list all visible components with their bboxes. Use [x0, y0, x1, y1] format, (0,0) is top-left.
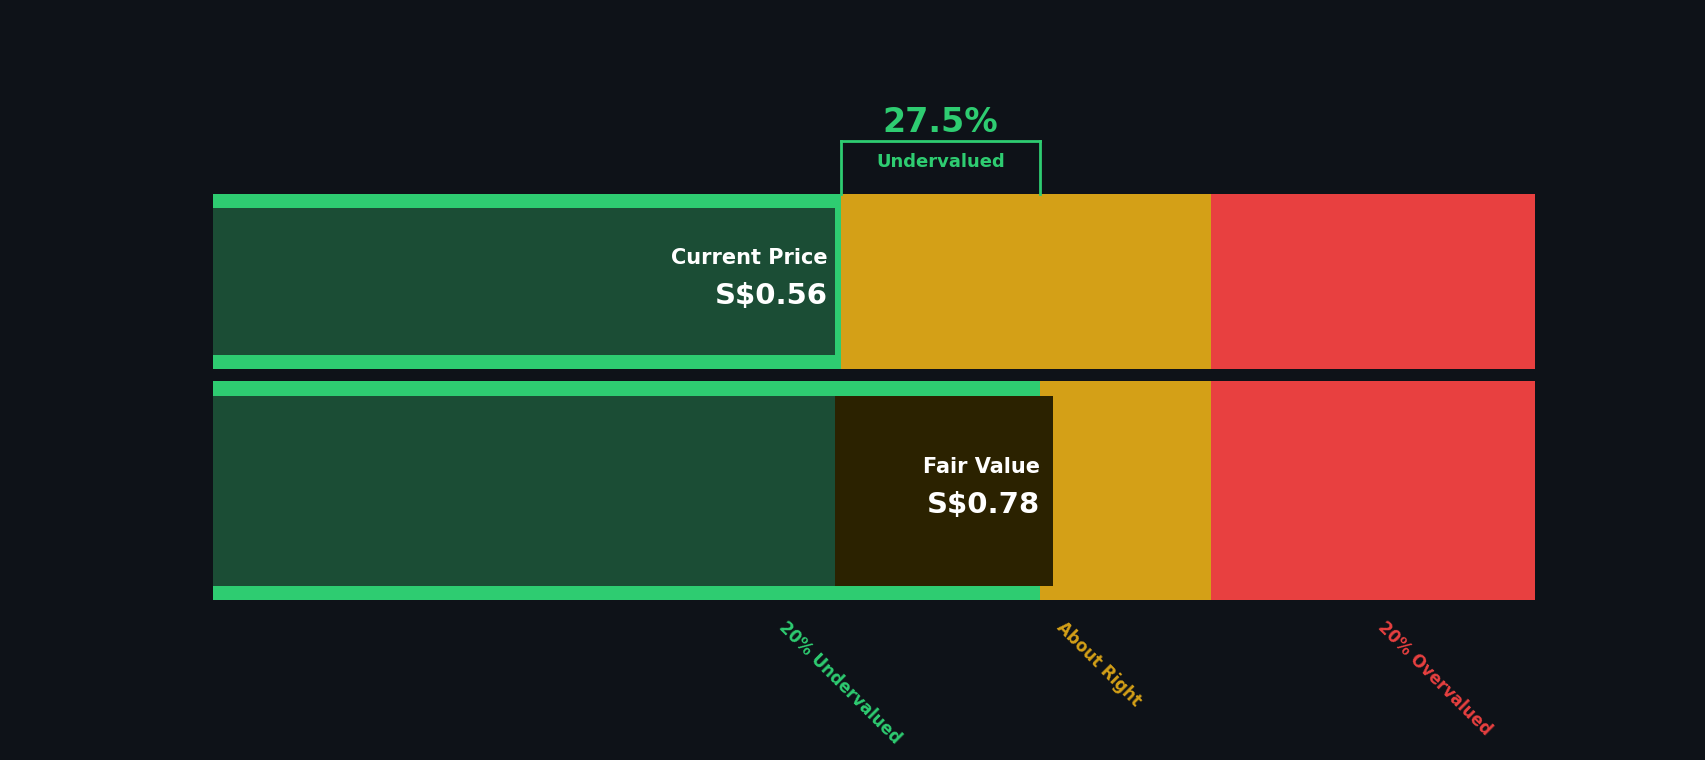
Text: S$0.56: S$0.56 [714, 282, 827, 310]
Text: 20% Overvalued: 20% Overvalued [1373, 618, 1494, 739]
Bar [841, 194, 1211, 369]
Bar [1211, 194, 1534, 369]
Bar [213, 395, 1033, 586]
Bar [1038, 381, 1211, 600]
Bar [1211, 381, 1534, 600]
Text: Current Price: Current Price [672, 248, 827, 268]
Text: About Right: About Right [1052, 618, 1144, 710]
Bar [213, 381, 1534, 600]
Text: Undervalued: Undervalued [876, 153, 1004, 171]
Text: S$0.78: S$0.78 [926, 491, 1038, 519]
Bar [213, 208, 834, 354]
Bar [834, 395, 1052, 586]
Text: Fair Value: Fair Value [922, 458, 1038, 477]
Text: 27.5%: 27.5% [881, 106, 997, 139]
Text: 20% Undervalued: 20% Undervalued [776, 618, 904, 747]
Bar [213, 194, 1534, 369]
